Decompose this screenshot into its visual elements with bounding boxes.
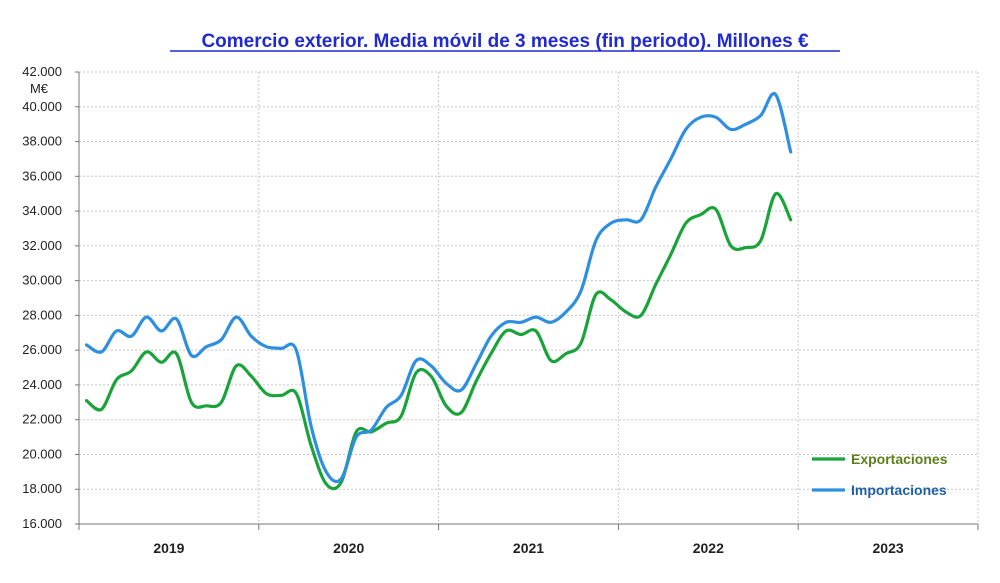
y-axis-ticks: 16.000 18.000 20.000 22.000 24.000 26.000 28.0… <box>22 64 79 531</box>
x-tick-label: 2022 <box>693 540 724 556</box>
x-tick-label: 2020 <box>333 540 364 556</box>
y-tick-label: 20.000 <box>22 446 62 461</box>
y-tick-label: 30.000 <box>22 273 62 288</box>
legend-label-importaciones: Importaciones <box>851 482 947 498</box>
y-tick-label: 36.000 <box>22 168 62 183</box>
y-tick-label: 28.000 <box>22 307 62 322</box>
series-line-exportaciones <box>84 192 793 491</box>
series-line-importaciones <box>84 91 793 484</box>
legend: Exportaciones Importaciones <box>812 451 948 498</box>
legend-label-exportaciones: Exportaciones <box>851 451 948 467</box>
x-axis-ticks: 2019 2020 2021 2022 2023 <box>78 524 979 556</box>
x-tick-label: 2023 <box>873 540 904 556</box>
y-tick-label: 18.000 <box>22 481 62 496</box>
series-lines <box>84 91 793 491</box>
y-tick-label: 26.000 <box>22 342 62 357</box>
y-tick-label: 16.000 <box>22 516 62 531</box>
y-tick-label: 32.000 <box>22 238 62 253</box>
y-tick-label: 34.000 <box>22 203 62 218</box>
y-tick-label: 42.000 <box>22 64 62 79</box>
y-tick-label: 24.000 <box>22 377 62 392</box>
y-tick-label: 38.000 <box>22 134 62 149</box>
chart-title: Comercio exterior. Media móvil de 3 mese… <box>201 31 809 52</box>
x-tick-label: 2019 <box>153 540 184 556</box>
gridlines <box>78 71 979 525</box>
x-tick-label: 2021 <box>513 540 544 556</box>
y-axis-label: M€ <box>30 81 49 96</box>
y-tick-label: 22.000 <box>22 412 62 427</box>
y-tick-label: 40.000 <box>22 99 62 114</box>
